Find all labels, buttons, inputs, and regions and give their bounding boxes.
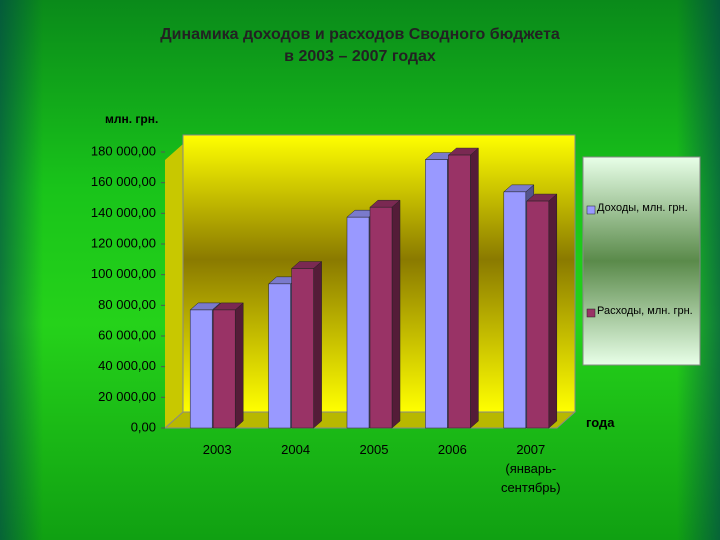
y-tick-label: 80 000,00 [98, 297, 156, 312]
legend-box [582, 156, 701, 366]
bar-face [448, 154, 471, 429]
chart-title: Динамика доходов и расходов Сводного бюд… [160, 26, 560, 65]
bar-face [268, 283, 291, 429]
bar [369, 199, 401, 429]
bar [526, 193, 558, 429]
legend-swatch [586, 205, 596, 215]
y-axis-title: млн. грн. [105, 112, 159, 126]
y-tick-label: 160 000,00 [91, 174, 156, 189]
x-tick-label: 2003 [202, 442, 232, 457]
bar-face [369, 206, 393, 429]
bar-face [313, 260, 322, 429]
bar-face [346, 216, 370, 429]
x-axis-title: года [586, 415, 615, 430]
y-tick-label: 40 000,00 [98, 358, 156, 373]
legend-label: Доходы, млн. грн. [597, 202, 688, 214]
bar [290, 260, 323, 429]
legend-label: Расходы, млн. грн. [597, 305, 693, 317]
y-tick-label: 20 000,00 [98, 389, 156, 404]
y-tick-label: 140 000,00 [91, 205, 156, 220]
bar-face [291, 268, 314, 429]
bar-face [391, 199, 401, 429]
y-tick-label: 60 000,00 [98, 327, 156, 342]
side-wall [165, 144, 183, 428]
bar [447, 147, 480, 429]
x-tick-label: 2005 [359, 442, 389, 457]
y-tick-label: 180 000,00 [91, 143, 156, 158]
bar-face [526, 200, 550, 429]
bar-face [425, 159, 448, 429]
bar-face [470, 147, 479, 429]
bar-face [189, 309, 213, 429]
x-tick-label: 2006 [437, 442, 467, 457]
bar-face [503, 191, 527, 429]
x-tick-label: 2004 [281, 442, 311, 457]
bar [212, 302, 244, 429]
y-tick-label: 100 000,00 [91, 266, 156, 281]
y-tick-label: 0,00 [131, 419, 156, 434]
bar-face [548, 193, 558, 429]
x-tick-label: 2007 (январь- сентябрь) [500, 442, 561, 495]
bar-face [212, 309, 236, 429]
legend-swatch [586, 308, 596, 318]
y-tick-label: 120 000,00 [91, 235, 156, 250]
bar-face [234, 302, 244, 429]
